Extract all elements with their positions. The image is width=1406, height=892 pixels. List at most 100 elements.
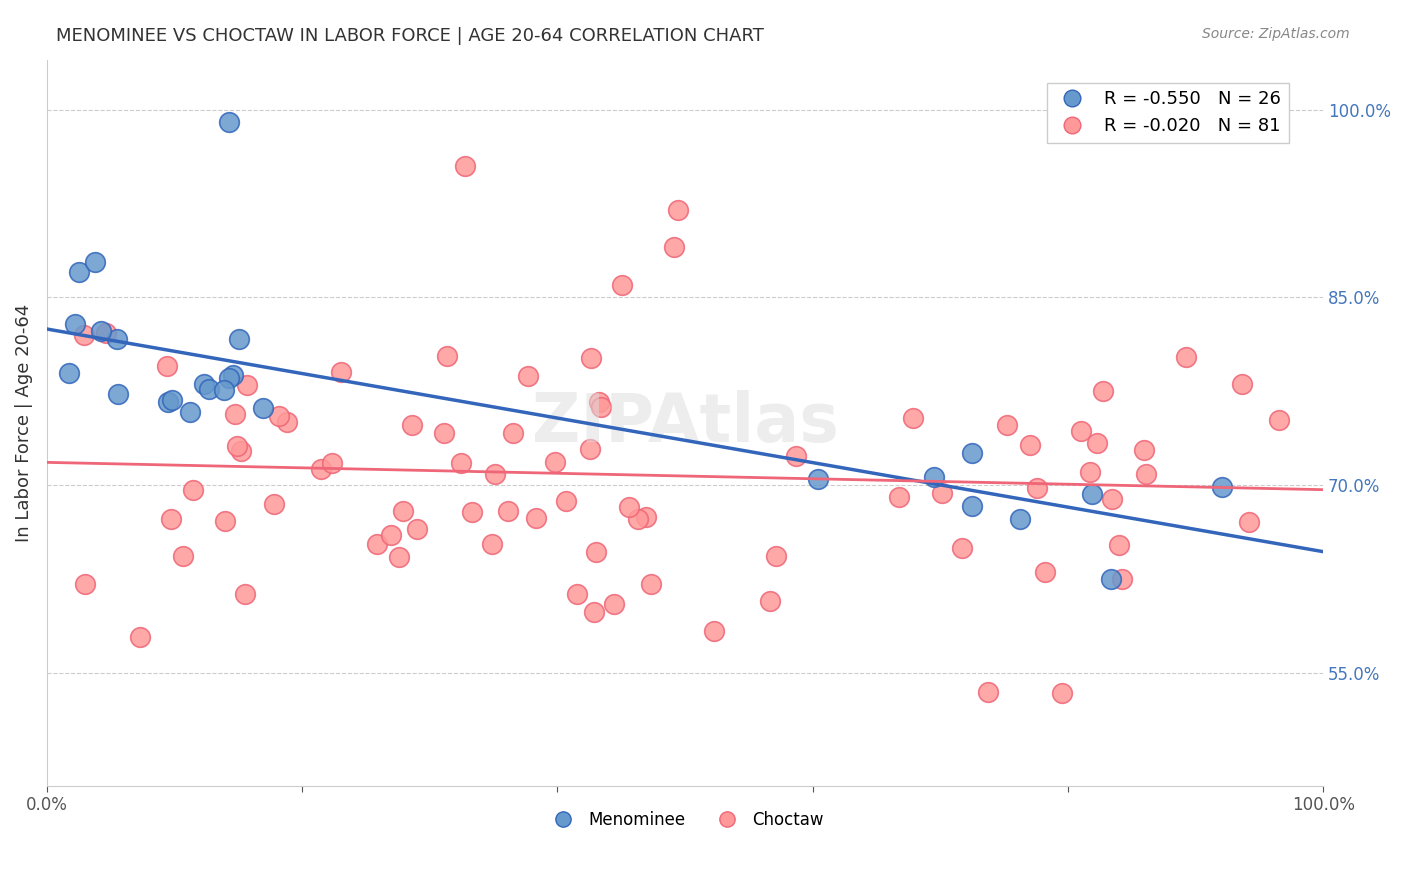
Point	[224, 407, 246, 421]
Point	[172, 549, 194, 564]
Point	[1268, 413, 1291, 427]
Point	[785, 449, 807, 463]
Point	[977, 685, 1000, 699]
Point	[1085, 435, 1108, 450]
Point	[627, 511, 650, 525]
Point	[406, 522, 429, 536]
Point	[496, 504, 519, 518]
Point	[321, 456, 343, 470]
Point	[544, 455, 567, 469]
Point	[765, 549, 787, 563]
Point	[67, 265, 90, 279]
Point	[1111, 572, 1133, 586]
Point	[366, 537, 388, 551]
Point	[901, 411, 924, 425]
Point	[1230, 376, 1253, 391]
Point	[807, 472, 830, 486]
Point	[236, 377, 259, 392]
Point	[703, 624, 725, 639]
Point	[433, 425, 456, 440]
Point	[214, 383, 236, 397]
Point	[214, 514, 236, 528]
Point	[228, 332, 250, 346]
Point	[160, 512, 183, 526]
Point	[1108, 537, 1130, 551]
Point	[502, 426, 524, 441]
Point	[960, 499, 983, 513]
Point	[995, 417, 1018, 432]
Point	[181, 483, 204, 497]
Point	[481, 536, 503, 550]
Point	[58, 367, 80, 381]
Point	[461, 505, 484, 519]
Point	[401, 418, 423, 433]
Point	[1239, 515, 1261, 529]
Point	[380, 527, 402, 541]
Point	[269, 409, 291, 424]
Point	[65, 317, 87, 331]
Point	[392, 504, 415, 518]
Point	[554, 493, 576, 508]
Point	[588, 394, 610, 409]
Point	[105, 333, 128, 347]
Point	[263, 497, 285, 511]
Point	[634, 509, 657, 524]
Point	[585, 545, 607, 559]
Point	[617, 500, 640, 515]
Point	[640, 577, 662, 591]
Point	[666, 202, 689, 217]
Point	[156, 359, 179, 373]
Point	[157, 394, 180, 409]
Point	[1080, 486, 1102, 500]
Point	[198, 382, 221, 396]
Point	[436, 349, 458, 363]
Point	[454, 159, 477, 173]
Point	[83, 255, 105, 269]
Point	[1092, 384, 1115, 399]
Point	[222, 368, 245, 382]
Point	[252, 401, 274, 415]
Point	[581, 351, 603, 365]
Point	[662, 240, 685, 254]
Point	[603, 597, 626, 611]
Point	[309, 462, 332, 476]
Point	[1099, 572, 1122, 586]
Point	[950, 541, 973, 555]
Text: Source: ZipAtlas.com: Source: ZipAtlas.com	[1202, 27, 1350, 41]
Point	[1135, 467, 1157, 481]
Point	[567, 586, 589, 600]
Point	[1078, 465, 1101, 479]
Point	[179, 405, 201, 419]
Point	[1008, 512, 1031, 526]
Text: MENOMINEE VS CHOCTAW IN LABOR FORCE | AGE 20-64 CORRELATION CHART: MENOMINEE VS CHOCTAW IN LABOR FORCE | AG…	[56, 27, 763, 45]
Point	[450, 457, 472, 471]
Point	[1174, 350, 1197, 364]
Point	[218, 371, 240, 385]
Point	[962, 446, 984, 460]
Point	[330, 365, 353, 379]
Point	[931, 485, 953, 500]
Point	[922, 469, 945, 483]
Point	[73, 577, 96, 591]
Point	[484, 467, 506, 481]
Point	[1050, 686, 1073, 700]
Point	[1070, 425, 1092, 439]
Point	[610, 277, 633, 292]
Point	[129, 630, 152, 644]
Point	[276, 415, 298, 429]
Point	[526, 511, 548, 525]
Point	[1033, 566, 1056, 580]
Point	[107, 386, 129, 401]
Point	[516, 369, 538, 384]
Point	[94, 326, 117, 340]
Point	[90, 324, 112, 338]
Point	[73, 328, 96, 343]
Point	[160, 393, 183, 408]
Point	[1026, 481, 1049, 495]
Text: ZIPAtlas: ZIPAtlas	[531, 390, 838, 456]
Point	[388, 549, 411, 564]
Point	[579, 442, 602, 456]
Point	[591, 400, 613, 414]
Point	[582, 605, 605, 619]
Point	[1019, 438, 1042, 452]
